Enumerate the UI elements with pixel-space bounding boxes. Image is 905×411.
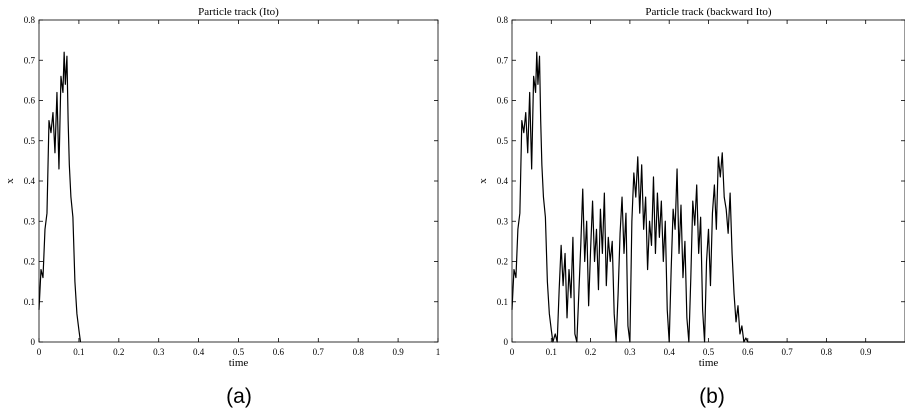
y-tick-label: 0.3 [497,216,509,226]
series-line [511,51,905,343]
x-tick-label: 0 [510,347,515,357]
y-axis-label: x [4,178,16,184]
y-tick-label: 0.5 [24,136,36,146]
y-tick-label: 0.3 [24,216,36,226]
x-tick-label: 0.8 [353,347,365,357]
x-tick-label: 0.2 [113,347,124,357]
y-tick-label: 0.2 [24,257,35,267]
x-tick-label: 0.4 [664,347,676,357]
x-tick-label: 0.5 [703,347,715,357]
y-tick-label: 0.5 [497,136,509,146]
x-tick-label: 0.5 [233,347,245,357]
y-tick-label: 0.7 [24,55,36,65]
plot-frame [38,19,439,343]
y-tick-label: 0.6 [24,96,36,106]
y-tick-label: 0.1 [497,297,508,307]
y-tick-label: 0.7 [497,55,509,65]
x-tick-label: 0.3 [624,347,636,357]
chart-panel-a: 0 0.1 0.2 0.3 0.4 0.5 0.6 0.7 0.8 0.9 1 0 0.1 0.2 0.3 0… [4,6,440,408]
panel-caption: (b) [699,385,725,408]
x-tick-label: 0.1 [546,347,557,357]
y-axis-label: x [477,178,489,184]
x-tick-label: 0.9 [392,347,404,357]
y-tick-label: 0.8 [497,15,509,25]
panel-caption: (a) [226,385,252,408]
y-tick-label: 0.1 [24,297,35,307]
chart-panel-b: 0 0.1 0.2 0.3 0.4 0.5 0.6 0.7 0.8 0.9 0 0.1 0.2 0.3 0.… [477,6,905,408]
x-tick-label: 0.8 [821,347,833,357]
y-tick-label: 0.6 [497,96,509,106]
x-axis-label: time [699,357,719,369]
y-tick-label: 0.4 [497,176,509,186]
y-tick-label: 0.2 [497,257,508,267]
x-tick-label: 0.1 [73,347,84,357]
x-tick-label: 0.7 [313,347,325,357]
x-tick-label: 0.9 [860,347,872,357]
x-tick-label: 0.4 [193,347,205,357]
x-tick-label: 0.6 [273,347,285,357]
x-tick-label: 0.7 [781,347,793,357]
x-tick-label: 0.2 [585,347,596,357]
series-line [38,51,82,343]
y-tick-label: 0.4 [24,176,36,186]
x-tick-label: 0.3 [153,347,165,357]
chart-title: Particle track (Ito) [198,6,279,18]
chart-title: Particle track (backward Ito) [645,6,771,18]
x-tick-label: 0.6 [742,347,754,357]
y-tick-label: 0.8 [24,15,36,25]
y-tick-label: 0 [31,337,36,347]
x-tick-label: 1 [436,347,441,357]
x-tick-label: 0 [37,347,42,357]
x-axis-label: time [229,357,249,369]
y-tick-label: 0 [504,337,509,347]
